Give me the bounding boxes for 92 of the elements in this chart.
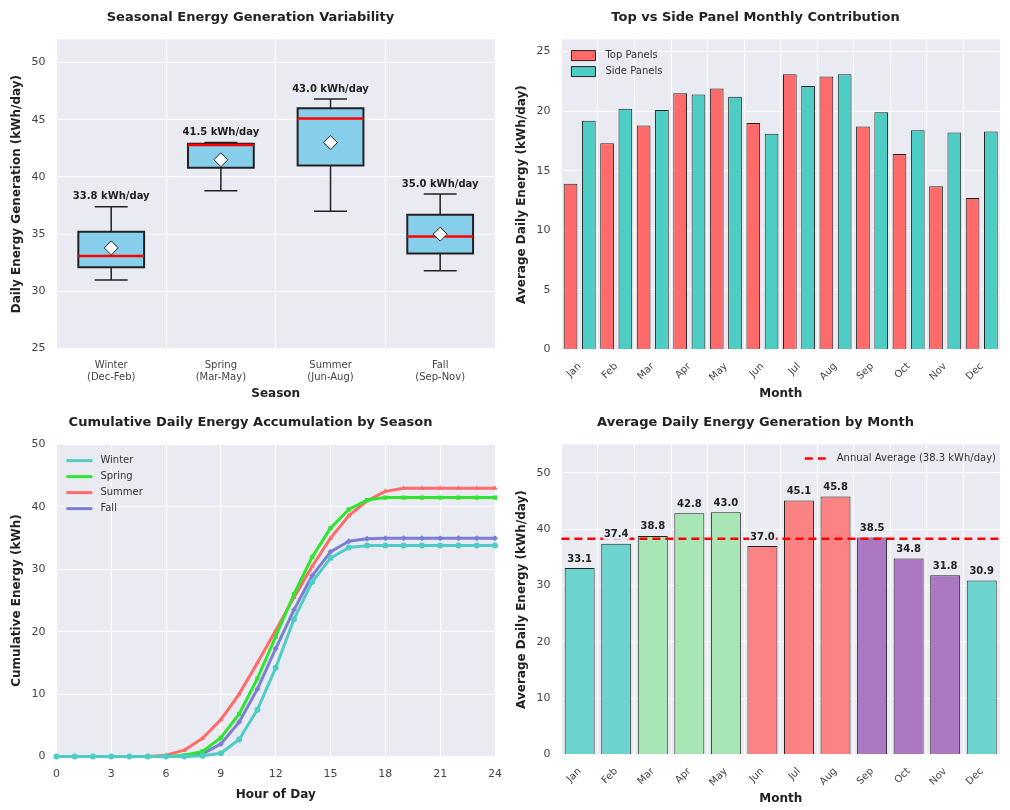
- x-tick-label: 18: [378, 766, 393, 780]
- data-label: 43.0: [713, 496, 739, 508]
- y-tick-label: 30: [536, 578, 551, 592]
- y-tick-label: 20: [31, 624, 46, 638]
- x-tick-label: Spring (Mar-May): [195, 359, 247, 383]
- legend-label: Winter: [100, 454, 135, 466]
- y-axis-title: Cumulative Energy (kWh): [9, 514, 24, 687]
- y-tick-label: 25: [31, 341, 46, 355]
- y-tick-label: 0: [543, 747, 551, 761]
- legend-label: Fall: [100, 502, 117, 514]
- y-tick-label: 50: [31, 55, 46, 69]
- x-axis-title: Month: [759, 790, 803, 805]
- x-tick-label: Jun: [746, 765, 766, 785]
- x-tick-label: Apr: [672, 359, 694, 381]
- chart-title: Seasonal Energy Generation Variability: [106, 9, 395, 25]
- x-axis-title: Month: [759, 385, 803, 400]
- x-tick-label: Summer (Jun-Aug): [307, 359, 354, 383]
- x-tick-label: Mar: [634, 359, 657, 382]
- data-label: 34.8: [896, 543, 921, 555]
- x-tick-label: Feb: [599, 765, 620, 786]
- x-tick-label: Nov: [926, 765, 949, 787]
- x-axis-title: Hour of Day: [235, 786, 316, 801]
- y-tick-label: 20: [536, 634, 551, 648]
- x-tick-label: Jun: [746, 360, 766, 380]
- legend-label: Top Panels: [604, 49, 658, 61]
- data-label: 38.8: [640, 520, 666, 532]
- legend-label: Side Panels: [605, 65, 663, 77]
- x-tick-label: Sep: [854, 360, 876, 382]
- data-label: 37.0: [750, 530, 775, 542]
- data-label: 33.1: [567, 552, 593, 564]
- data-label: 45.1: [786, 484, 812, 496]
- chart-title: Cumulative Daily Energy Accumulation by Season: [68, 414, 433, 430]
- y-tick-label: 50: [536, 465, 551, 479]
- x-tick-label: 0: [52, 766, 60, 780]
- y-tick-label: 25: [536, 44, 551, 58]
- x-tick-label: Oct: [891, 765, 912, 786]
- annotation: 41.5 kWh/day: [182, 126, 260, 138]
- x-tick-label: Nov: [926, 360, 949, 382]
- y-tick-label: 15: [536, 163, 551, 177]
- y-tick-label: 10: [536, 691, 551, 705]
- y-tick-label: 5: [543, 282, 551, 296]
- x-tick-label: Feb: [599, 360, 620, 381]
- y-tick-label: 40: [31, 499, 46, 513]
- x-axis-title: Season: [251, 385, 301, 400]
- x-tick-label: 15: [323, 766, 338, 780]
- data-label: 42.8: [676, 497, 702, 509]
- x-tick-label: Dec: [963, 765, 985, 787]
- y-tick-label: 40: [536, 521, 551, 535]
- legend-label: Summer: [100, 486, 144, 498]
- x-tick-label: 6: [162, 766, 170, 780]
- data-label: 37.4: [603, 528, 629, 540]
- y-tick-label: 20: [536, 103, 551, 117]
- y-axis-title: Daily Energy Generation (kWh/day): [9, 74, 24, 314]
- x-tick-label: 3: [107, 766, 115, 780]
- y-tick-label: 10: [31, 686, 46, 700]
- x-tick-label: 12: [268, 766, 283, 780]
- annotation: 35.0 kWh/day: [401, 177, 480, 189]
- y-tick-label: 40: [31, 169, 46, 183]
- x-tick-label: 9: [217, 766, 225, 780]
- annotation: 33.8 kWh/day: [72, 190, 151, 202]
- x-tick-label: Sep: [854, 765, 876, 787]
- x-tick-label: Jul: [785, 765, 803, 783]
- x-tick-label: Winter (Dec-Feb): [86, 359, 136, 383]
- y-axis-title: Average Daily Energy (kWh/day): [514, 490, 529, 709]
- chart-title: Average Daily Energy Generation by Month: [597, 414, 914, 430]
- y-tick-label: 35: [31, 227, 46, 241]
- y-tick-label: 10: [536, 223, 551, 237]
- y-tick-label: 50: [31, 437, 46, 451]
- annotation: 43.0 kWh/day: [292, 82, 370, 94]
- y-tick-label: 0: [38, 749, 46, 763]
- x-tick-label: Apr: [672, 764, 694, 786]
- legend-label: Annual Average (38.3 kWh/day): [836, 452, 997, 464]
- x-tick-label: Jan: [563, 360, 583, 380]
- data-label: 31.8: [932, 559, 958, 571]
- x-tick-label: Mar: [634, 764, 657, 787]
- data-label: 30.9: [969, 564, 995, 576]
- y-axis-title: Average Daily Energy (kWh/day): [514, 85, 529, 304]
- y-tick-label: 30: [31, 562, 46, 576]
- y-tick-label: 0: [543, 342, 551, 356]
- x-tick-label: Jan: [563, 765, 583, 785]
- x-tick-label: 24: [488, 766, 502, 780]
- x-tick-label: Jul: [785, 360, 803, 378]
- data-label: 38.5: [859, 522, 885, 534]
- data-label: 45.8: [823, 481, 848, 493]
- x-tick-label: Dec: [963, 360, 985, 382]
- x-tick-label: 21: [433, 766, 448, 780]
- y-tick-label: 30: [31, 284, 46, 298]
- x-tick-label: Fall (Sep-Nov): [415, 359, 466, 383]
- legend-label: Spring: [100, 470, 133, 482]
- chart-title: Top vs Side Panel Monthly Contribution: [611, 9, 900, 25]
- x-tick-label: Oct: [891, 360, 912, 381]
- y-tick-label: 45: [31, 112, 46, 126]
